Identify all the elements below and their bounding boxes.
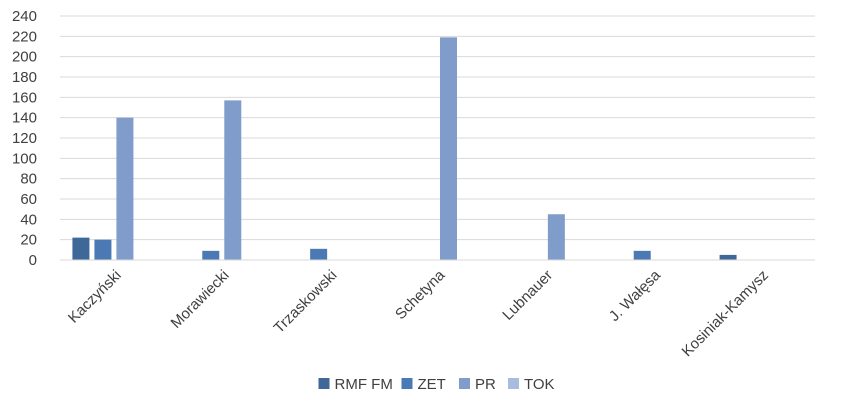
x-category-label: Lubnauer [499, 267, 556, 324]
gridlines [60, 15, 815, 241]
legend-swatch [459, 378, 470, 389]
bars [72, 37, 737, 261]
legend-label: PR [475, 376, 496, 393]
bar [440, 37, 457, 260]
legend-label: ZET [418, 376, 446, 393]
x-category-label: J. Wałęsa [606, 266, 665, 325]
bar [633, 250, 651, 260]
x-category-label: Schetyna [392, 266, 449, 323]
x-category-label: Kaczyński [65, 267, 125, 327]
legend-swatch [318, 378, 330, 389]
y-tick-label: 60 [20, 191, 37, 208]
bar [202, 250, 220, 260]
y-tick-label: 140 [12, 110, 37, 127]
y-tick-label: 180 [12, 69, 37, 86]
y-tick-label: 80 [20, 171, 37, 188]
bar [94, 239, 112, 260]
y-tick-label: 20 [20, 232, 37, 249]
y-tick-label: 100 [12, 150, 37, 167]
y-tick-label: 0 [29, 252, 37, 269]
legend-swatch [508, 378, 519, 389]
y-tick-label: 120 [12, 130, 37, 147]
y-tick-label: 200 [12, 49, 37, 66]
legend-label: RMF FM [335, 376, 393, 393]
legend-label: TOK [524, 376, 555, 393]
y-axis-ticks: 0 20 40 60 80 100 120 140 160 180 200 220 240 [12, 8, 37, 269]
y-tick-label: 160 [12, 89, 37, 106]
bar [116, 117, 134, 261]
bar [547, 214, 565, 260]
legend: RMF FM ZET PR TOK [318, 376, 555, 393]
y-tick-label: 220 [12, 28, 37, 45]
x-category-label: Kosiniak-Kamysz [679, 267, 772, 360]
x-axis-categories: Kaczyński Morawiecki Trzaskowski Schetyna Lu… [65, 266, 772, 360]
bar [310, 248, 328, 260]
bar [224, 100, 242, 260]
y-tick-label: 40 [20, 211, 37, 228]
bar [72, 237, 90, 260]
bar [719, 254, 737, 260]
y-tick-label: 240 [12, 8, 37, 25]
legend-swatch [401, 378, 413, 389]
x-category-label: Morawiecki [168, 267, 233, 332]
x-category-label: Trzaskowski [271, 267, 341, 337]
